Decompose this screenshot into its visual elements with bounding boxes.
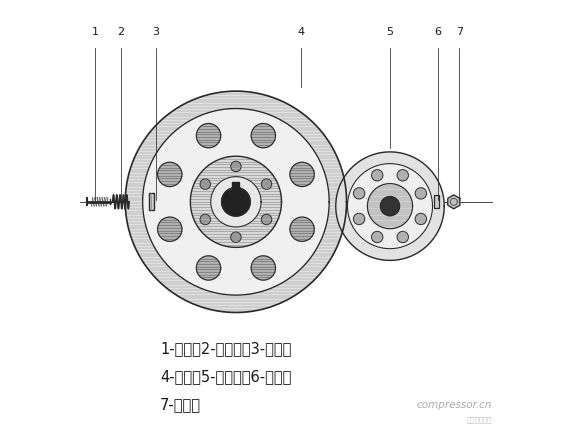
Circle shape xyxy=(336,152,444,260)
Text: 5: 5 xyxy=(386,27,393,37)
Circle shape xyxy=(347,164,433,249)
Circle shape xyxy=(354,188,365,199)
Circle shape xyxy=(290,217,314,241)
Circle shape xyxy=(143,108,329,295)
Circle shape xyxy=(372,170,383,181)
Circle shape xyxy=(367,184,412,229)
Circle shape xyxy=(158,162,182,187)
Circle shape xyxy=(231,232,241,242)
Circle shape xyxy=(415,188,426,199)
FancyBboxPatch shape xyxy=(149,193,154,210)
Polygon shape xyxy=(448,195,460,209)
Circle shape xyxy=(123,89,348,315)
Circle shape xyxy=(397,231,408,243)
Text: 4: 4 xyxy=(297,27,305,37)
Polygon shape xyxy=(233,182,240,189)
Circle shape xyxy=(211,177,261,227)
Text: compressor.cn: compressor.cn xyxy=(416,400,492,410)
Text: 4-飞輪；5-联轴器；6-坤圈；: 4-飞輪；5-联轴器；6-坤圈； xyxy=(160,369,291,384)
Circle shape xyxy=(354,213,365,224)
Circle shape xyxy=(335,151,446,262)
Text: 1: 1 xyxy=(92,27,98,37)
Circle shape xyxy=(262,214,272,225)
Circle shape xyxy=(290,162,314,187)
Circle shape xyxy=(158,217,182,241)
Text: 7-赊母；: 7-赊母； xyxy=(160,397,201,412)
Text: 中国压缩机网: 中国压缩机网 xyxy=(467,417,492,423)
Circle shape xyxy=(143,108,329,295)
Text: 7: 7 xyxy=(456,27,463,37)
Circle shape xyxy=(190,156,282,247)
Circle shape xyxy=(251,256,275,280)
Circle shape xyxy=(380,197,400,216)
Circle shape xyxy=(196,256,221,280)
FancyBboxPatch shape xyxy=(434,195,438,208)
Circle shape xyxy=(196,124,221,148)
Circle shape xyxy=(143,108,329,295)
Circle shape xyxy=(347,164,433,249)
Text: 2: 2 xyxy=(118,27,124,37)
Circle shape xyxy=(231,161,241,171)
Circle shape xyxy=(125,91,347,312)
Circle shape xyxy=(372,231,383,243)
Circle shape xyxy=(200,179,210,189)
Circle shape xyxy=(251,124,275,148)
Circle shape xyxy=(200,214,210,225)
Circle shape xyxy=(262,179,272,189)
Text: 1-柱销；2-弹簧坤；3-挡圈；: 1-柱销；2-弹簧坤；3-挡圈； xyxy=(160,341,291,356)
Text: 3: 3 xyxy=(152,27,159,37)
Circle shape xyxy=(397,170,408,181)
Text: 6: 6 xyxy=(434,27,441,37)
Circle shape xyxy=(222,187,250,216)
Circle shape xyxy=(415,213,426,224)
